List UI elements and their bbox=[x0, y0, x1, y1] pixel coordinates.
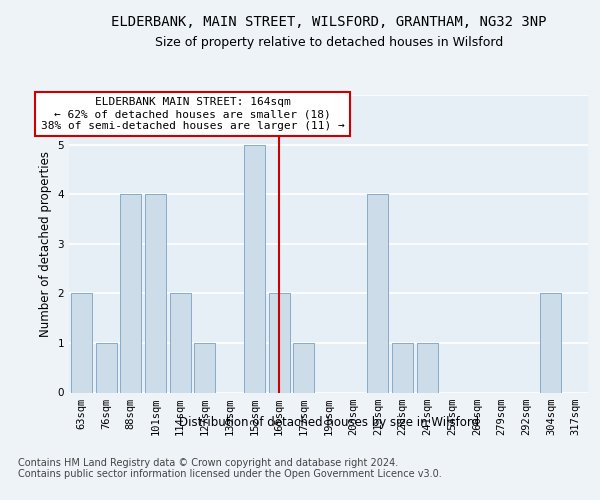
Bar bbox=[417, 343, 438, 392]
Bar bbox=[367, 194, 388, 392]
Text: Size of property relative to detached houses in Wilsford: Size of property relative to detached ho… bbox=[155, 36, 503, 49]
Bar bbox=[95, 343, 116, 392]
Bar bbox=[170, 294, 191, 392]
Bar bbox=[392, 343, 413, 392]
Text: Distribution of detached houses by size in Wilsford: Distribution of detached houses by size … bbox=[179, 416, 479, 429]
Text: ELDERBANK MAIN STREET: 164sqm
← 62% of detached houses are smaller (18)
38% of s: ELDERBANK MAIN STREET: 164sqm ← 62% of d… bbox=[41, 98, 344, 130]
Bar bbox=[293, 343, 314, 392]
Bar bbox=[71, 294, 92, 392]
Y-axis label: Number of detached properties: Number of detached properties bbox=[39, 151, 52, 337]
Bar bbox=[120, 194, 141, 392]
Bar bbox=[269, 294, 290, 392]
Bar bbox=[194, 343, 215, 392]
Bar bbox=[541, 294, 562, 392]
Bar bbox=[145, 194, 166, 392]
Text: ELDERBANK, MAIN STREET, WILSFORD, GRANTHAM, NG32 3NP: ELDERBANK, MAIN STREET, WILSFORD, GRANTH… bbox=[111, 16, 547, 30]
Bar bbox=[244, 144, 265, 392]
Text: Contains HM Land Registry data © Crown copyright and database right 2024.
Contai: Contains HM Land Registry data © Crown c… bbox=[18, 458, 442, 479]
